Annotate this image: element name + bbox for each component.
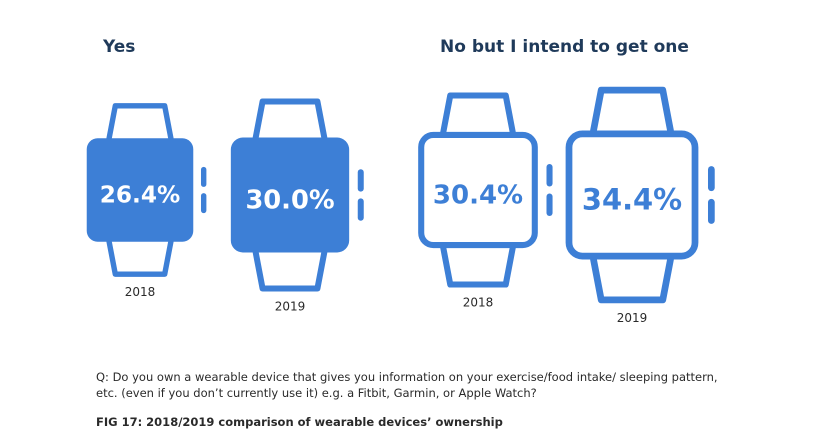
data-label: 30.0% — [245, 185, 334, 215]
watch-strap-bottom — [106, 239, 174, 277]
watch-strap-top — [106, 103, 174, 141]
data-label: 26.4% — [100, 181, 180, 208]
watch-mark: 30.4% 2018 — [418, 92, 553, 310]
watch-mark: 26.4% 2018 — [86, 103, 207, 299]
watch-body — [86, 138, 194, 242]
watch-strap-top — [252, 98, 328, 141]
watch-button-icon — [707, 166, 715, 192]
watch-button-icon — [357, 169, 364, 192]
group-title-yes: Yes — [103, 37, 136, 57]
watch-button-icon — [357, 198, 364, 221]
watch-body — [565, 130, 699, 260]
group-title-intend: No but I intend to get one — [440, 37, 689, 57]
watch-strap-bottom — [440, 245, 516, 288]
watch-button-icon — [546, 163, 553, 187]
watch-body — [230, 137, 350, 253]
year-label: 2018 — [463, 296, 494, 310]
figure-caption: FIG 17: 2018/2019 comparison of wearable… — [96, 415, 503, 429]
watch-body — [418, 131, 538, 249]
year-label: 2019 — [275, 299, 306, 313]
watch-strap-bottom — [252, 249, 328, 292]
data-label: 30.4% — [433, 181, 523, 211]
year-label: 2019 — [617, 311, 648, 325]
watch-button-icon — [707, 198, 715, 224]
survey-question: Q: Do you own a wearable device that giv… — [96, 370, 718, 400]
watch-strap-top — [590, 86, 674, 134]
watch-button-icon — [200, 193, 207, 214]
watch-button-icon — [546, 193, 553, 217]
data-label: 34.4% — [582, 183, 682, 217]
watch-mark: 34.4% 2019 — [565, 86, 715, 325]
watch-strap-top — [440, 92, 516, 135]
watch-strap-bottom — [590, 256, 674, 304]
year-label: 2018 — [125, 285, 156, 299]
watch-mark: 30.0% 2019 — [230, 98, 364, 313]
watch-button-icon — [200, 166, 207, 187]
